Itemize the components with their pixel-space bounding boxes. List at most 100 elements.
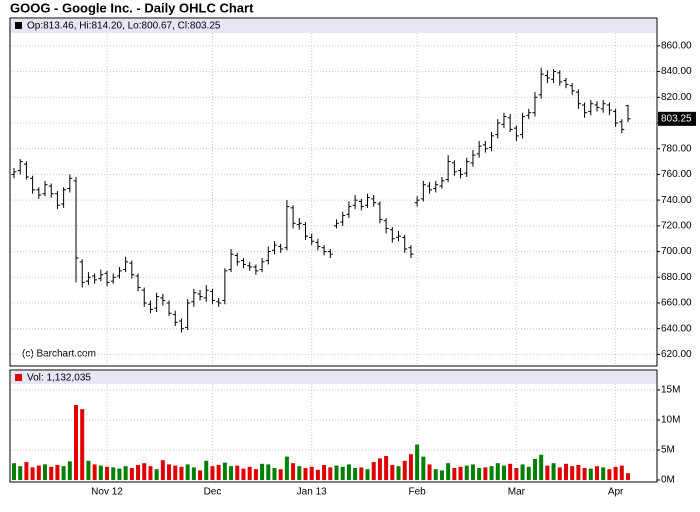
volume-bar (80, 409, 85, 480)
volume-bar (421, 456, 426, 480)
volume-legend: Vol: 1,132,035 (27, 373, 91, 384)
volume-bar (18, 466, 23, 480)
volume-bar (55, 465, 60, 480)
volume-bar (582, 468, 587, 480)
volume-bar (173, 465, 178, 480)
volume-bar (167, 464, 172, 480)
volume-bar (526, 466, 531, 480)
x-tick-label: Apr (608, 487, 624, 498)
volume-bar (148, 466, 153, 480)
volume-bar (129, 468, 134, 480)
volume-bar (346, 464, 351, 480)
volume-bar (594, 466, 599, 480)
volume-bar (371, 462, 376, 480)
volume-bar (619, 465, 624, 480)
volume-bar (24, 462, 29, 480)
x-tick-label: Nov 12 (91, 487, 123, 498)
volume-bar (297, 466, 302, 480)
last-price-label: 803.25 (661, 113, 692, 124)
volume-bar (470, 464, 475, 480)
volume-bar (588, 468, 593, 480)
volume-bar (198, 470, 203, 480)
volume-bar (30, 467, 35, 480)
volume-bar (489, 466, 494, 480)
volume-bar (222, 462, 227, 480)
volume-bar (123, 466, 128, 480)
y-tick-label: 700.00 (661, 246, 692, 257)
volume-bar (229, 466, 234, 480)
volume-bar (117, 468, 122, 480)
volume-bar (520, 464, 525, 480)
volume-header (11, 371, 656, 384)
volume-bar (86, 460, 91, 480)
volume-bar (328, 467, 333, 480)
volume-bar (508, 463, 513, 480)
volume-bar (359, 467, 364, 480)
volume-bar (43, 464, 48, 480)
legend-swatch (15, 22, 22, 29)
volume-bar (49, 466, 54, 480)
volume-bar (74, 405, 79, 480)
volume-bar (61, 466, 66, 480)
volume-bar (501, 465, 506, 480)
y-tick-label: 620.00 (661, 349, 692, 360)
volume-bar (210, 466, 215, 480)
price-panel (9, 17, 658, 367)
volume-bar (495, 463, 500, 480)
volume-bar (247, 466, 252, 480)
volume-bar (204, 460, 209, 480)
y-tick-label: 840.00 (661, 66, 692, 77)
volume-bar (67, 461, 72, 480)
volume-bar (446, 463, 451, 480)
volume-bar (136, 465, 141, 480)
volume-bar (315, 469, 320, 480)
volume-bar (291, 463, 296, 480)
volume-bar (396, 466, 401, 480)
volume-bar (253, 469, 258, 480)
y-tick-label: 860.00 (661, 40, 692, 51)
volume-bar (384, 456, 389, 480)
volume-bar (477, 468, 482, 480)
volume-bar (142, 463, 147, 480)
volume-bar (266, 464, 271, 480)
volume-bar (309, 466, 314, 480)
y2-tick-label: 0M (661, 475, 675, 486)
volume-bar (514, 468, 519, 480)
y-tick-label: 780.00 (661, 143, 692, 154)
volume-bar (12, 463, 16, 480)
volume-bar (433, 469, 438, 480)
volume-bar (390, 465, 395, 480)
volume-bar (464, 465, 469, 480)
copyright: (c) Barchart.com (22, 349, 96, 360)
x-tick-label: Feb (409, 487, 427, 498)
volume-bar (111, 467, 116, 480)
volume-bar (191, 467, 196, 480)
y-tick-label: 820.00 (661, 92, 692, 103)
y-tick-label: 660.00 (661, 298, 692, 309)
volume-bar (408, 454, 413, 480)
y-tick-label: 680.00 (661, 272, 692, 283)
volume-bar (216, 465, 221, 480)
volume-bar (105, 466, 110, 480)
volume-bar (92, 464, 97, 480)
volume-bar (98, 465, 103, 480)
y2-tick-label: 10M (661, 415, 680, 426)
volume-bar (334, 465, 339, 480)
y2-tick-label: 5M (661, 445, 675, 456)
volume-swatch (15, 374, 22, 381)
volume-bar (377, 458, 382, 480)
volume-bar (415, 444, 420, 480)
volume-bar (607, 469, 612, 480)
volume-bar (260, 463, 265, 480)
volume-bar (545, 465, 550, 480)
volume-bar (427, 464, 432, 480)
volume-bar (154, 469, 159, 480)
volume-bar (532, 459, 537, 480)
x-tick-label: Jan 13 (297, 487, 327, 498)
volume-bar (272, 468, 277, 480)
volume-bar (576, 465, 581, 480)
last-price-box (658, 111, 696, 126)
volume-bar (458, 466, 463, 480)
volume-bar (570, 466, 575, 480)
